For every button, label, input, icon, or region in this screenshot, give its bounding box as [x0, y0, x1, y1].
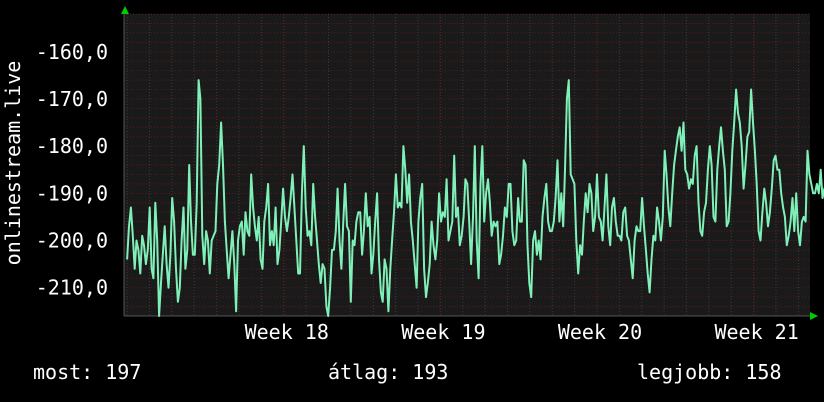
- stat-average: átlag: 193: [328, 360, 449, 384]
- y-tick-label: -160,0: [36, 40, 108, 64]
- y-tick-label: -200,0: [36, 229, 108, 253]
- stats-bar: most: 197 átlag: 193 legjobb: 158: [0, 360, 824, 390]
- x-tick-label: Week 18: [245, 320, 329, 344]
- x-tick-label: Week 21: [714, 320, 798, 344]
- y-axis-ticks: -160,0 -170,0 -180,0 -190,0 -200,0 -210,0: [36, 40, 108, 300]
- y-tick-label: -180,0: [36, 134, 108, 158]
- x-tick-label: Week 19: [401, 320, 485, 344]
- y-axis-label: onlinestream.live: [1, 61, 25, 266]
- y-tick-label: -170,0: [36, 87, 108, 111]
- x-axis-arrow-icon: [810, 312, 818, 320]
- stat-current: most: 197: [33, 360, 142, 384]
- stat-best: legjobb: 158: [637, 360, 782, 384]
- x-tick-label: Week 20: [558, 320, 642, 344]
- y-axis-arrow-icon: [121, 6, 129, 14]
- y-tick-label: -190,0: [36, 181, 108, 205]
- x-axis-ticks: Week 18 Week 19 Week 20 Week 21: [245, 320, 799, 344]
- y-tick-label: -210,0: [36, 276, 108, 300]
- series-line: [126, 79, 824, 317]
